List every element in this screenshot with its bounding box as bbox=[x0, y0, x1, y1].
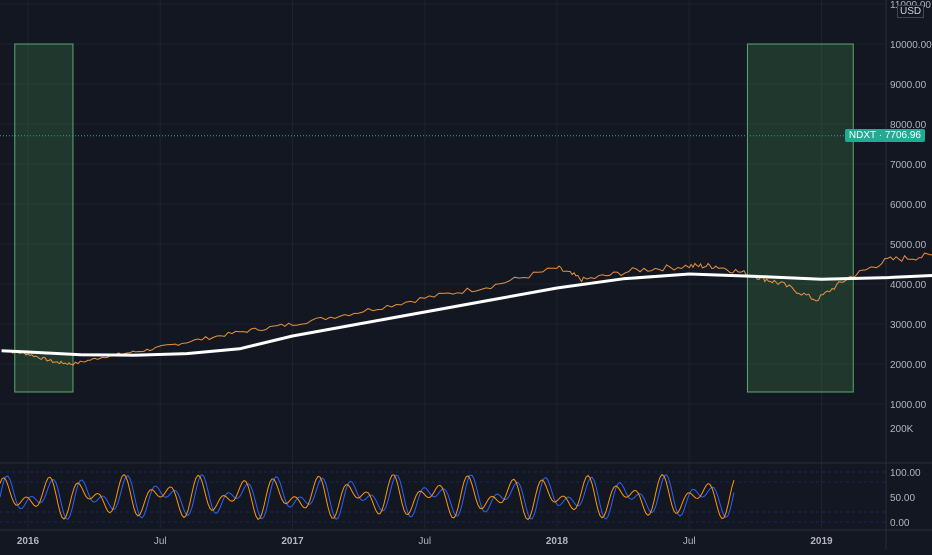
oscillator-line-d bbox=[0, 473, 735, 521]
oscillator-group bbox=[0, 471, 886, 523]
price-axis-tick: 3000.00 bbox=[890, 320, 927, 331]
price-axis-tick: 5000.00 bbox=[890, 240, 927, 251]
oscillator-axis-tick: 100.00 bbox=[890, 468, 921, 479]
time-axis-tick: 2018 bbox=[546, 536, 569, 547]
price-axis-tick: 4000.00 bbox=[890, 280, 927, 291]
currency-label[interactable]: USD bbox=[897, 5, 925, 18]
last-price-label: NDXT · 7706.96 bbox=[844, 128, 925, 142]
moving-average-line bbox=[1, 272, 932, 357]
oscillator-line-k bbox=[0, 473, 735, 520]
shaded-region bbox=[746, 43, 854, 393]
time-axis-tick: 2019 bbox=[810, 536, 833, 547]
grid-group bbox=[0, 0, 886, 530]
time-axis-tick: Jul bbox=[418, 536, 431, 547]
price-axis-tick: 9000.00 bbox=[890, 80, 927, 91]
time-axis-tick: 2017 bbox=[281, 536, 304, 547]
price-axis-tick: 6000.00 bbox=[890, 200, 927, 211]
time-axis-tick: Jul bbox=[683, 536, 696, 547]
price-axis-tick: 8000.00 bbox=[890, 120, 927, 131]
price-axis-tick: 2000.00 bbox=[890, 360, 927, 371]
oscillator-axis-tick: 0.00 bbox=[890, 518, 910, 529]
price-axis-tick: 1000.00 bbox=[890, 400, 927, 411]
oscillator-axis-tick: 50.00 bbox=[890, 493, 915, 504]
price-axis-tick: 7000.00 bbox=[890, 160, 927, 171]
price-axis-tick: 10000.00 bbox=[890, 40, 932, 51]
time-axis-tick: 2016 bbox=[17, 536, 40, 547]
price-series-line bbox=[1, 252, 932, 366]
time-axis-tick: Jul bbox=[154, 536, 167, 547]
volume-axis-tick: 200K bbox=[890, 424, 914, 435]
shaded-region bbox=[14, 43, 74, 393]
